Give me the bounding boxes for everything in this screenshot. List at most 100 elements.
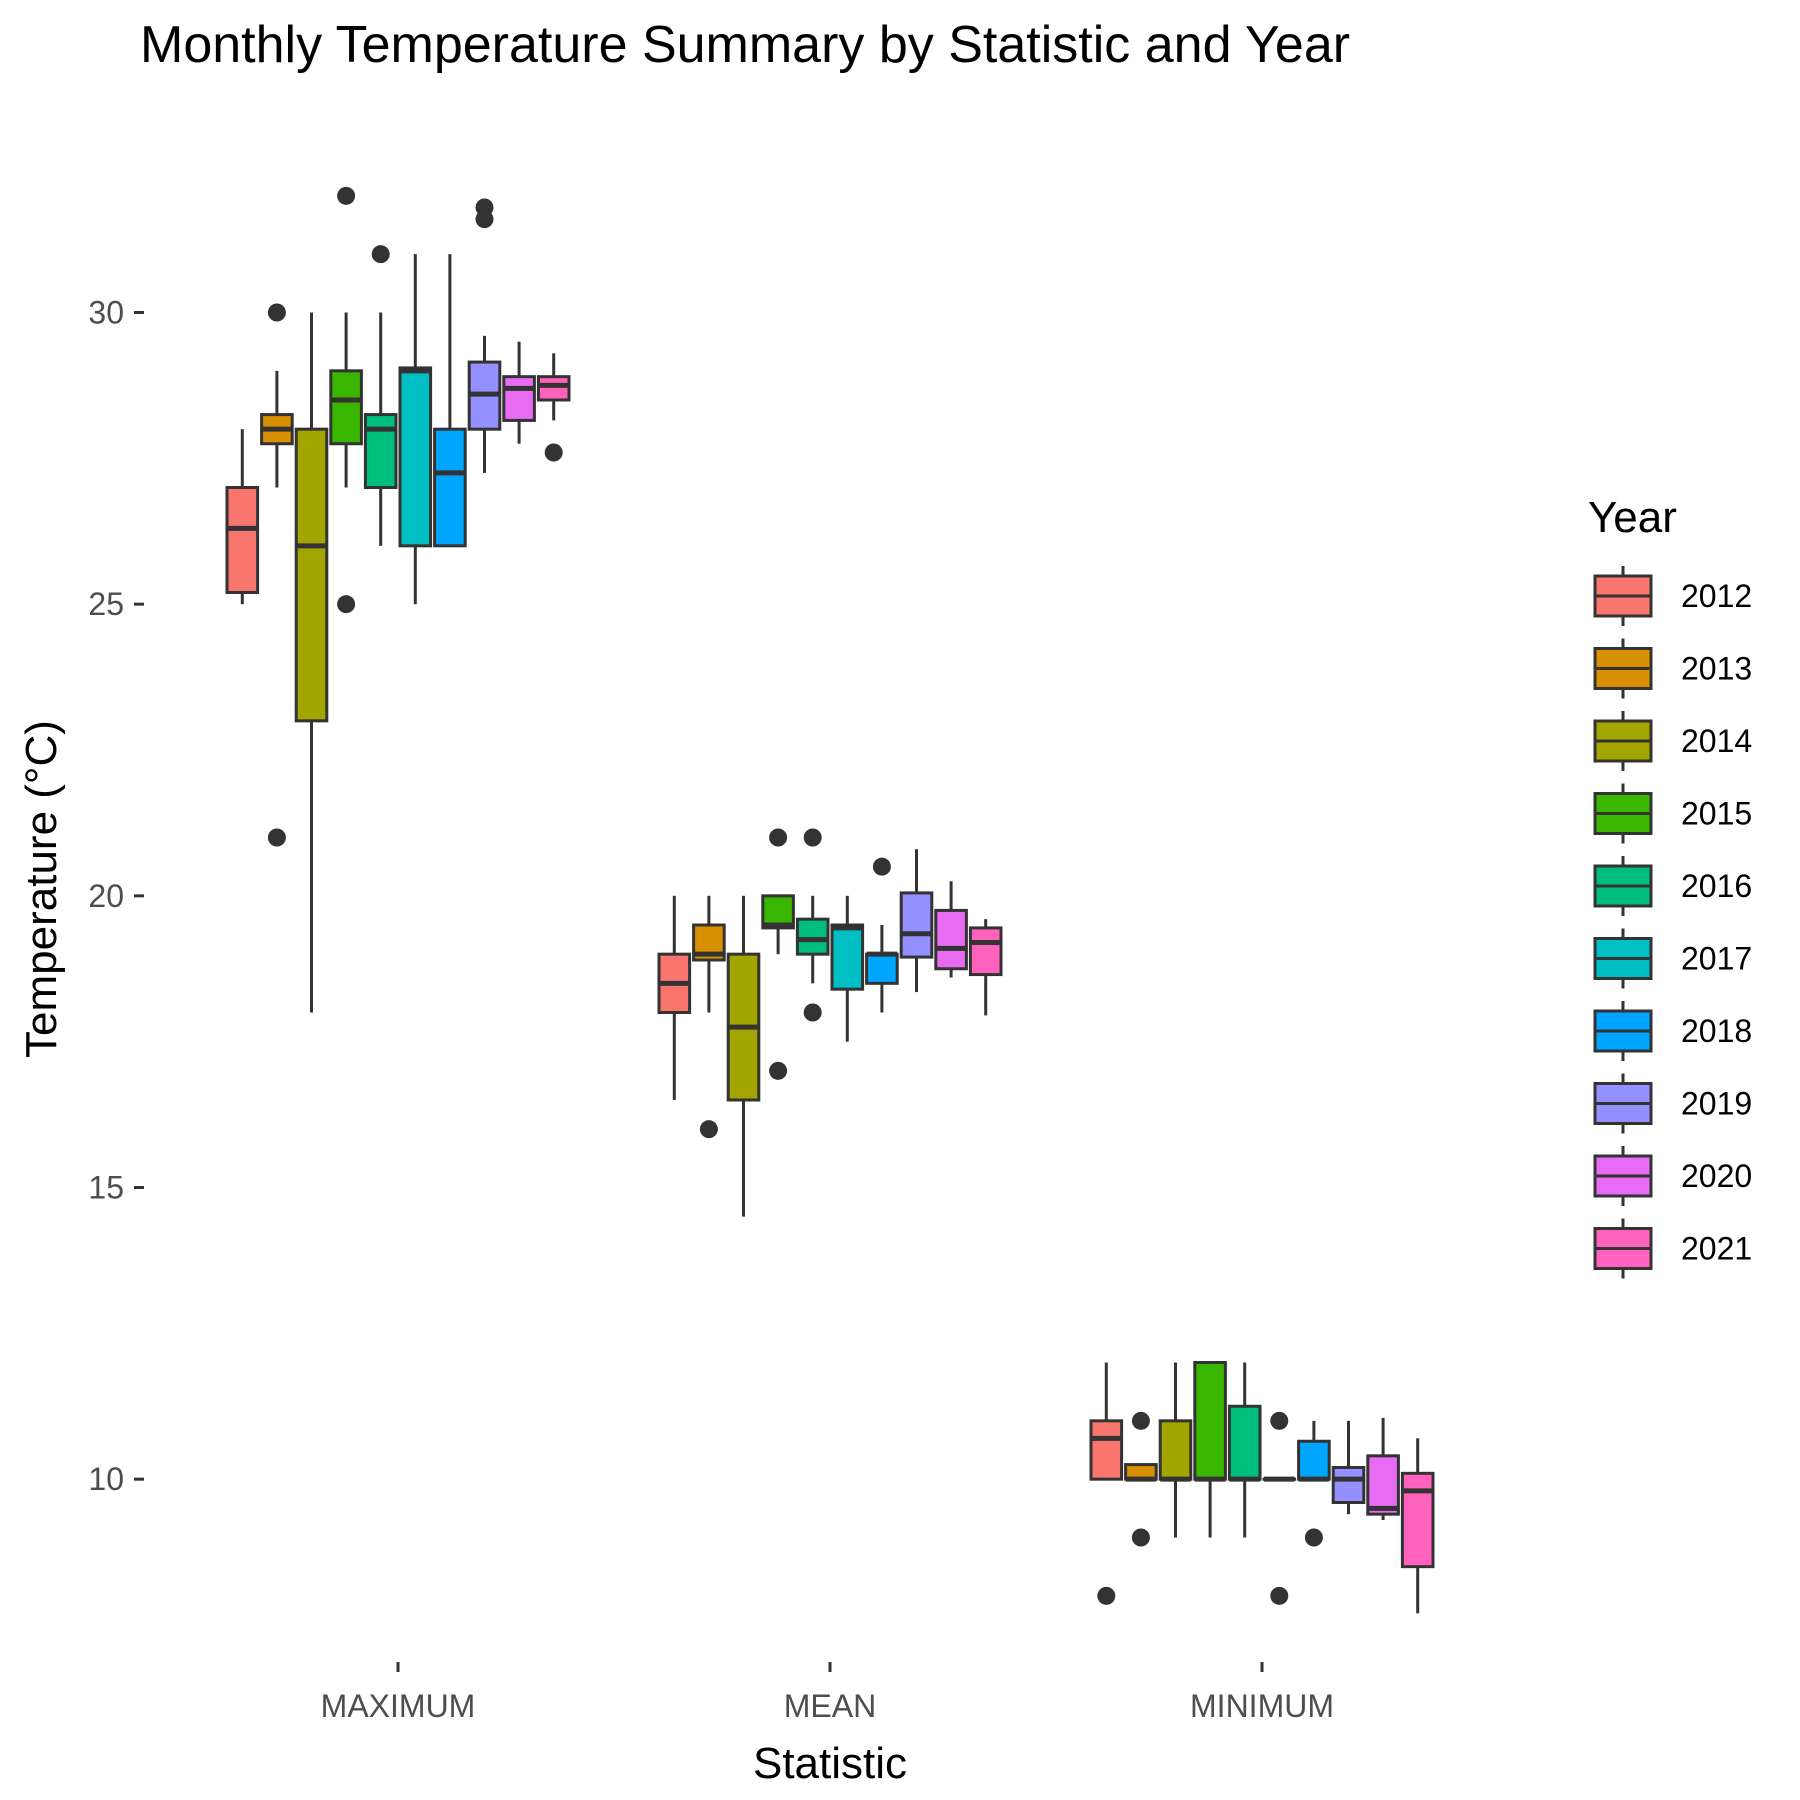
outlier-point — [1270, 1586, 1289, 1605]
y-tick-label: 25 — [88, 586, 124, 622]
chart-title: Monthly Temperature Summary by Statistic… — [140, 16, 1350, 74]
legend-label: 2015 — [1681, 796, 1752, 832]
series-2016 — [363, 245, 1262, 1538]
y-tick-label: 20 — [88, 878, 124, 914]
legend-item-2012: 2012 — [1593, 566, 1752, 626]
box-body — [433, 427, 467, 548]
outlier-point — [337, 186, 356, 205]
outlier-point — [544, 443, 563, 462]
box-2020-minimum — [1366, 1417, 1400, 1520]
box-body — [1331, 1466, 1366, 1504]
series-2020 — [502, 341, 1400, 1520]
legend-label: 2016 — [1681, 868, 1752, 904]
legend-label: 2013 — [1681, 651, 1752, 687]
outlier-point — [267, 303, 286, 322]
outlier-point — [1304, 1528, 1323, 1547]
box-2014-minimum — [1158, 1362, 1193, 1538]
outlier-point — [699, 1120, 718, 1139]
box-2012-minimum — [1089, 1362, 1124, 1605]
legend-item-2013: 2013 — [1593, 638, 1752, 699]
outlier-point — [1097, 1586, 1116, 1605]
box-body — [1227, 1404, 1262, 1481]
box-2015-mean — [761, 828, 795, 1080]
box-2018-mean — [865, 857, 899, 1013]
box-2012-maximum — [225, 429, 260, 605]
box-body — [1158, 1419, 1193, 1481]
legend-label: 2020 — [1681, 1158, 1752, 1194]
box-2017-minimum — [1262, 1411, 1297, 1605]
x-tick-label-maximum: MAXIMUM — [321, 1688, 476, 1724]
box-body — [1366, 1454, 1400, 1516]
box-2015-maximum — [329, 186, 363, 614]
box-2020-mean — [934, 881, 968, 978]
box-2021-mean — [968, 919, 1003, 1016]
box-body — [1297, 1439, 1331, 1481]
outlier-point — [337, 595, 356, 614]
box-body — [363, 413, 398, 490]
box-body — [398, 366, 433, 548]
series-2012 — [225, 429, 1124, 1605]
series-2014 — [294, 312, 1193, 1538]
axes: 10 15 20 25 30 MAXIMUM MEAN MINIMUM — [88, 295, 1334, 1725]
series-2015 — [329, 186, 1227, 1538]
legend-item-2015: 2015 — [1593, 783, 1752, 844]
box-2017-maximum — [398, 254, 433, 605]
box-body — [899, 891, 934, 959]
box-2020-maximum — [502, 341, 536, 444]
box-2014-maximum — [294, 312, 329, 1013]
legend-label: 2014 — [1681, 723, 1752, 759]
outlier-point — [803, 828, 822, 847]
series-2017 — [398, 254, 1297, 1605]
box-body — [294, 427, 329, 723]
series-2013 — [260, 303, 1158, 1547]
legend-label: 2017 — [1681, 941, 1752, 977]
legend-item-2017: 2017 — [1593, 928, 1752, 989]
box-body — [1400, 1471, 1435, 1569]
legend-title: Year — [1588, 493, 1677, 542]
outlier-point — [872, 857, 891, 876]
box-body — [830, 923, 865, 991]
y-tick-label: 15 — [88, 1170, 124, 1206]
outlier-point — [1131, 1411, 1150, 1430]
box-2013-maximum — [260, 303, 294, 847]
box-2012-mean — [657, 895, 692, 1100]
y-tick-label: 10 — [88, 1461, 124, 1497]
box-2018-maximum — [433, 254, 467, 548]
box-2015-minimum — [1193, 1361, 1227, 1538]
box-2013-mean — [692, 895, 726, 1139]
box-2016-maximum — [363, 245, 398, 546]
box-body — [1193, 1361, 1227, 1481]
plot-area — [225, 186, 1435, 1614]
legend-label: 2018 — [1681, 1013, 1752, 1049]
box-body — [536, 375, 571, 402]
y-tick-label: 30 — [88, 295, 124, 331]
box-body — [502, 375, 536, 422]
box-2014-mean — [726, 895, 761, 1217]
legend-item-2019: 2019 — [1593, 1073, 1752, 1134]
box-2019-maximum — [467, 198, 502, 473]
box-2013-minimum — [1124, 1411, 1158, 1547]
legend-item-2016: 2016 — [1593, 856, 1752, 916]
box-body — [1089, 1419, 1124, 1481]
box-2021-maximum — [536, 353, 571, 462]
outlier-point — [1270, 1411, 1289, 1430]
box-2019-mean — [899, 849, 934, 993]
x-axis-title: Statistic — [753, 1739, 907, 1788]
box-2016-mean — [795, 828, 830, 1022]
box-body — [795, 917, 830, 956]
box-body — [225, 486, 260, 594]
legend-label: 2021 — [1681, 1231, 1752, 1267]
outlier-point — [267, 828, 286, 847]
x-tick-label-minimum: MINIMUM — [1190, 1688, 1334, 1724]
legend-item-2018: 2018 — [1593, 1001, 1752, 1061]
outlier-point — [769, 1061, 788, 1080]
box-2019-minimum — [1331, 1420, 1366, 1515]
legend-item-2021: 2021 — [1593, 1218, 1752, 1279]
series-2021 — [536, 353, 1435, 1614]
y-axis-title: Temperature (°C) — [17, 720, 66, 1058]
legend: Year 2012 2013 2014 2015 2016 2017 2018 2019 202… — [1588, 493, 1752, 1279]
box-body — [865, 952, 899, 985]
box-body — [934, 908, 968, 971]
box-2017-mean — [830, 895, 865, 1042]
legend-label: 2019 — [1681, 1086, 1752, 1122]
